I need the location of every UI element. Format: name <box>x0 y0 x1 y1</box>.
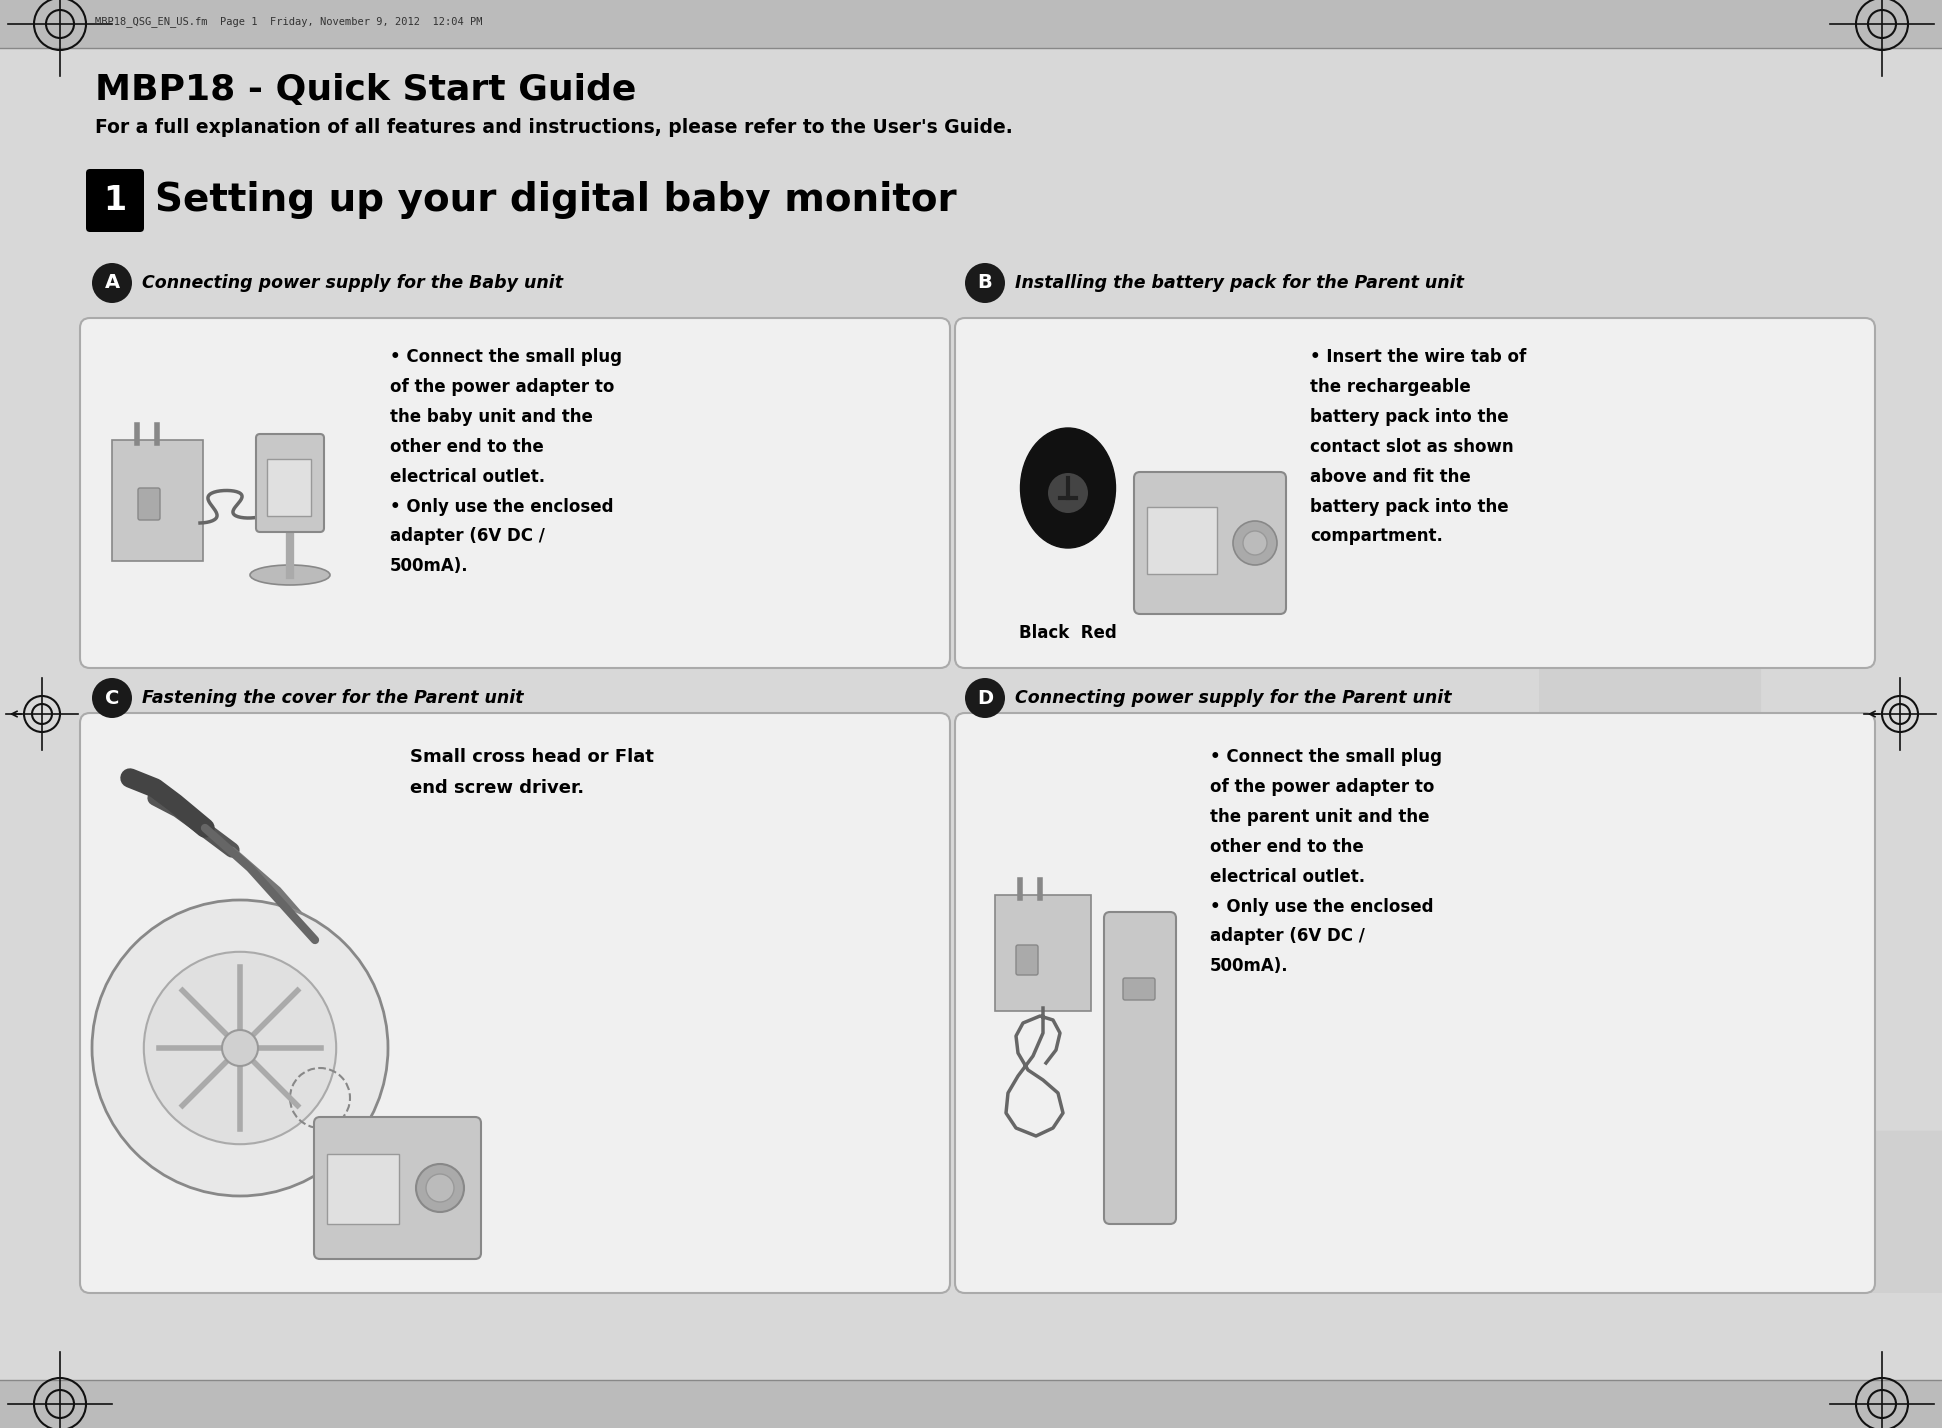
FancyBboxPatch shape <box>315 1117 482 1259</box>
Text: 1: 1 <box>1185 343 1942 1428</box>
FancyBboxPatch shape <box>80 318 950 668</box>
Circle shape <box>1049 473 1088 513</box>
Circle shape <box>91 900 388 1197</box>
FancyBboxPatch shape <box>955 318 1874 668</box>
Text: Connecting power supply for the Baby unit: Connecting power supply for the Baby uni… <box>142 274 563 291</box>
Ellipse shape <box>1020 428 1115 548</box>
Circle shape <box>91 678 132 718</box>
FancyBboxPatch shape <box>266 458 311 516</box>
Text: D: D <box>977 688 992 707</box>
Text: Installing the battery pack for the Parent unit: Installing the battery pack for the Pare… <box>1016 274 1464 291</box>
FancyBboxPatch shape <box>326 1154 398 1224</box>
Text: For a full explanation of all features and instructions, please refer to the Use: For a full explanation of all features a… <box>95 119 1012 137</box>
Circle shape <box>425 1174 454 1202</box>
FancyBboxPatch shape <box>1016 945 1039 975</box>
FancyBboxPatch shape <box>994 895 1091 1011</box>
FancyBboxPatch shape <box>1148 507 1218 574</box>
Text: Black  Red: Black Red <box>1020 624 1117 643</box>
FancyBboxPatch shape <box>1103 912 1177 1224</box>
Text: A: A <box>105 274 120 293</box>
FancyBboxPatch shape <box>113 440 204 561</box>
FancyBboxPatch shape <box>955 713 1874 1292</box>
Circle shape <box>91 263 132 303</box>
Text: • Connect the small plug
of the power adapter to
the baby unit and the
other end: • Connect the small plug of the power ad… <box>390 348 621 575</box>
Circle shape <box>1243 531 1266 555</box>
Text: Small cross head or Flat
end screw driver.: Small cross head or Flat end screw drive… <box>410 748 654 797</box>
FancyBboxPatch shape <box>1122 978 1155 1000</box>
FancyBboxPatch shape <box>80 713 950 1292</box>
FancyBboxPatch shape <box>1134 473 1286 614</box>
FancyBboxPatch shape <box>138 488 159 520</box>
Text: 1: 1 <box>103 184 126 217</box>
FancyBboxPatch shape <box>0 1379 1942 1428</box>
Circle shape <box>965 678 1006 718</box>
Text: C: C <box>105 688 118 707</box>
Text: • Connect the small plug
of the power adapter to
the parent unit and the
other e: • Connect the small plug of the power ad… <box>1210 748 1443 975</box>
FancyBboxPatch shape <box>256 434 324 533</box>
Circle shape <box>416 1164 464 1212</box>
Text: MBP18_QSG_EN_US.fm  Page 1  Friday, November 9, 2012  12:04 PM: MBP18_QSG_EN_US.fm Page 1 Friday, Novemb… <box>95 17 482 27</box>
Text: • Insert the wire tab of
the rechargeable
battery pack into the
contact slot as : • Insert the wire tab of the rechargeabl… <box>1311 348 1526 545</box>
Text: B: B <box>977 274 992 293</box>
FancyBboxPatch shape <box>0 0 1942 49</box>
Circle shape <box>1233 521 1278 565</box>
Text: Fastening the cover for the Parent unit: Fastening the cover for the Parent unit <box>142 688 524 707</box>
Circle shape <box>221 1030 258 1065</box>
Text: Connecting power supply for the Parent unit: Connecting power supply for the Parent u… <box>1016 688 1451 707</box>
Text: Setting up your digital baby monitor: Setting up your digital baby monitor <box>155 181 957 218</box>
Circle shape <box>965 263 1006 303</box>
Circle shape <box>144 952 336 1144</box>
Ellipse shape <box>251 565 330 585</box>
Text: MBP18 - Quick Start Guide: MBP18 - Quick Start Guide <box>95 73 637 107</box>
FancyBboxPatch shape <box>85 169 144 231</box>
